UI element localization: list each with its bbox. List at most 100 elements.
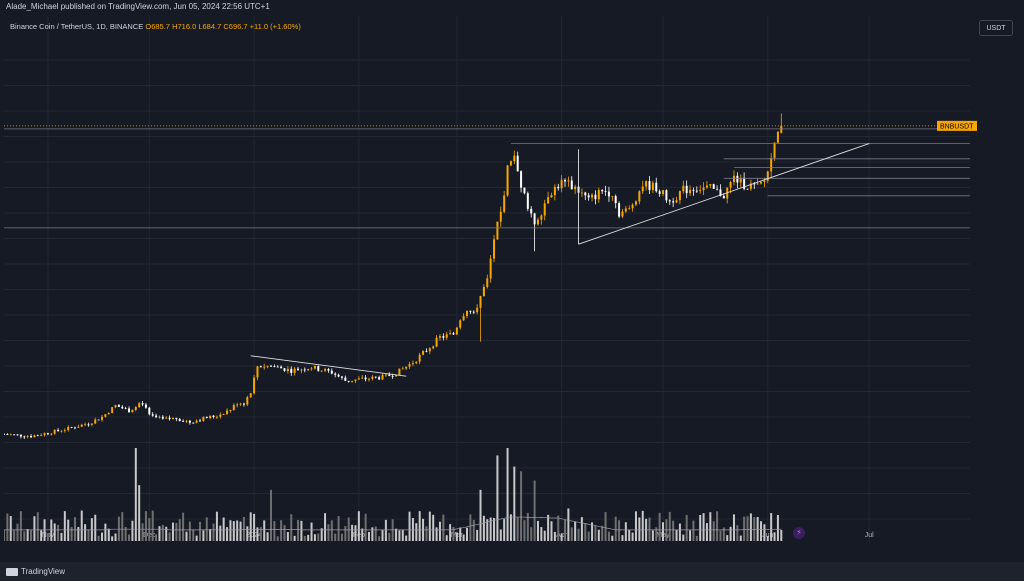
candle-body[interactable] xyxy=(469,310,472,312)
candle-body[interactable] xyxy=(229,410,232,411)
candle-body[interactable] xyxy=(374,376,377,378)
candle-body[interactable] xyxy=(192,422,195,424)
candle-body[interactable] xyxy=(645,181,648,187)
candle-body[interactable] xyxy=(455,327,458,335)
candle-body[interactable] xyxy=(682,185,685,192)
candle-body[interactable] xyxy=(239,403,242,405)
candle-body[interactable] xyxy=(300,369,303,371)
candle-body[interactable] xyxy=(428,348,431,352)
candle-body[interactable] xyxy=(188,420,191,423)
candle-body[interactable] xyxy=(199,420,202,422)
candle-body[interactable] xyxy=(641,186,644,192)
candle-body[interactable] xyxy=(84,424,87,426)
candle-body[interactable] xyxy=(134,407,137,410)
candle-body[interactable] xyxy=(80,424,83,427)
candle-body[interactable] xyxy=(144,404,147,408)
candle-body[interactable] xyxy=(628,208,631,210)
candle-body[interactable] xyxy=(212,415,215,417)
candle-body[interactable] xyxy=(283,368,286,371)
candle-body[interactable] xyxy=(327,369,330,371)
candle-body[interactable] xyxy=(33,435,36,438)
candle-body[interactable] xyxy=(536,219,539,225)
candle-body[interactable] xyxy=(26,436,29,437)
candle-body[interactable] xyxy=(472,311,475,313)
candle-body[interactable] xyxy=(479,295,482,308)
candle-body[interactable] xyxy=(746,188,749,190)
tradingview-logo[interactable]: TradingView xyxy=(6,562,65,581)
candle-body[interactable] xyxy=(367,378,370,380)
candle-body[interactable] xyxy=(557,186,560,189)
candle-body[interactable] xyxy=(526,193,529,209)
candle-body[interactable] xyxy=(486,278,489,287)
candle-body[interactable] xyxy=(776,131,779,143)
candle-body[interactable] xyxy=(13,434,16,436)
candle-body[interactable] xyxy=(719,189,722,197)
candle-body[interactable] xyxy=(381,374,384,380)
candle-body[interactable] xyxy=(749,183,752,189)
candle-body[interactable] xyxy=(607,191,610,197)
candle-body[interactable] xyxy=(36,435,39,437)
candle-body[interactable] xyxy=(354,379,357,381)
candle-body[interactable] xyxy=(155,415,158,418)
candle-body[interactable] xyxy=(185,420,188,422)
candle-body[interactable] xyxy=(340,376,343,378)
candle-body[interactable] xyxy=(516,155,519,172)
candle-body[interactable] xyxy=(770,157,773,172)
candle-body[interactable] xyxy=(303,369,306,371)
candle-body[interactable] xyxy=(30,436,33,438)
trendline[interactable] xyxy=(578,143,870,245)
candle-body[interactable] xyxy=(60,430,63,432)
candle-body[interactable] xyxy=(503,195,506,212)
candle-body[interactable] xyxy=(117,405,120,407)
currency-button[interactable]: USDT xyxy=(979,20,1013,36)
candle-body[interactable] xyxy=(371,376,374,379)
candle-body[interactable] xyxy=(131,409,134,413)
candle-body[interactable] xyxy=(330,370,333,374)
price-chart[interactable]: 80.0120.0160.0200.0240.0280.0320.0360.04… xyxy=(4,16,978,543)
candle-body[interactable] xyxy=(94,419,97,424)
candle-body[interactable] xyxy=(391,375,394,377)
candle-body[interactable] xyxy=(222,414,225,415)
candle-body[interactable] xyxy=(77,426,80,428)
candle-body[interactable] xyxy=(678,191,681,201)
candle-body[interactable] xyxy=(729,182,732,188)
candle-body[interactable] xyxy=(398,368,401,375)
candle-body[interactable] xyxy=(604,191,607,193)
candle-body[interactable] xyxy=(601,190,604,192)
candle-body[interactable] xyxy=(114,405,117,408)
candle-body[interactable] xyxy=(580,192,583,194)
candle-body[interactable] xyxy=(361,377,364,379)
candle-body[interactable] xyxy=(408,364,411,367)
candle-body[interactable] xyxy=(97,419,100,421)
candle-body[interactable] xyxy=(553,186,556,196)
candle-body[interactable] xyxy=(658,191,661,194)
candle-body[interactable] xyxy=(672,201,675,203)
candle-body[interactable] xyxy=(668,200,671,202)
candle-body[interactable] xyxy=(445,334,448,338)
candle-body[interactable] xyxy=(709,184,712,186)
candle-body[interactable] xyxy=(564,179,567,182)
candle-body[interactable] xyxy=(124,408,127,410)
candle-body[interactable] xyxy=(111,407,114,413)
candle-body[interactable] xyxy=(689,189,692,194)
candle-body[interactable] xyxy=(648,181,651,191)
candle-body[interactable] xyxy=(50,433,53,435)
candle-body[interactable] xyxy=(523,187,526,194)
candle-body[interactable] xyxy=(587,195,590,198)
candle-body[interactable] xyxy=(276,366,279,368)
candle-body[interactable] xyxy=(70,426,73,428)
candle-body[interactable] xyxy=(543,203,546,216)
candle-body[interactable] xyxy=(40,435,43,436)
candle-body[interactable] xyxy=(594,194,597,200)
candle-body[interactable] xyxy=(489,258,492,279)
candle-body[interactable] xyxy=(695,190,698,192)
candle-body[interactable] xyxy=(574,186,577,190)
candle-body[interactable] xyxy=(665,190,668,201)
candle-body[interactable] xyxy=(530,208,533,214)
lightning-icon[interactable]: ⚡ xyxy=(793,527,805,539)
candle-body[interactable] xyxy=(344,377,347,381)
candle-body[interactable] xyxy=(226,410,229,415)
candle-body[interactable] xyxy=(273,366,276,367)
candle-body[interactable] xyxy=(364,377,367,380)
candle-body[interactable] xyxy=(570,180,573,190)
